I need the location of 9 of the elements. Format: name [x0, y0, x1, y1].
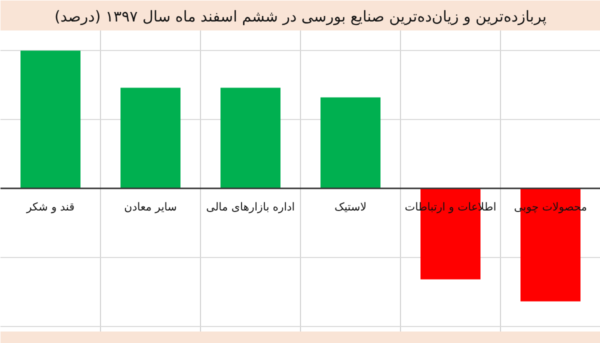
x-tick-label: سایر معادن	[124, 200, 177, 214]
bar	[120, 88, 180, 188]
chart-title: پربازده‌ترین و زیان‌ده‌ترین صنایع بورسی در ششم اسفند ماه سال ۱۳۹۷ (درصد)	[54, 8, 547, 26]
bar	[20, 50, 80, 188]
x-tick-label: اداره بازارهای مالی	[206, 200, 295, 214]
x-tick-label: لاستیک	[334, 200, 366, 214]
bar	[320, 97, 380, 188]
bar	[220, 88, 280, 188]
x-tick-label: قند و شکر	[25, 200, 75, 214]
